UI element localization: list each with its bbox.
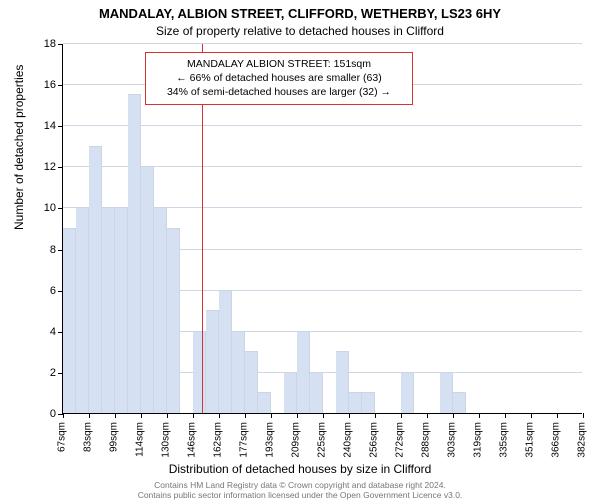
histogram-bar	[232, 331, 245, 413]
x-tick-label: 146sqm	[187, 422, 198, 458]
y-tick	[58, 208, 63, 209]
infobox-line: ← 66% of detached houses are smaller (63…	[154, 71, 404, 85]
infobox-line: 34% of semi-detached houses are larger (…	[154, 85, 404, 99]
y-tick-label: 10	[26, 202, 56, 214]
x-tick	[323, 413, 324, 418]
x-tick	[401, 413, 402, 418]
x-tick	[63, 413, 64, 418]
histogram-bar	[89, 146, 102, 413]
x-tick	[167, 413, 168, 418]
x-tick-label: 209sqm	[291, 422, 302, 458]
histogram-bar	[219, 290, 232, 413]
chart-title: MANDALAY, ALBION STREET, CLIFFORD, WETHE…	[0, 6, 600, 21]
footer-line-1: Contains HM Land Registry data © Crown c…	[0, 480, 600, 490]
histogram-bar	[115, 207, 128, 413]
chart-container: MANDALAY, ALBION STREET, CLIFFORD, WETHE…	[0, 0, 600, 500]
histogram-bar	[63, 228, 76, 413]
histogram-bar	[401, 372, 414, 413]
y-tick	[58, 126, 63, 127]
x-tick-label: 177sqm	[239, 422, 250, 458]
histogram-bar	[102, 207, 115, 413]
x-axis-label: Distribution of detached houses by size …	[0, 462, 600, 476]
x-tick-label: 366sqm	[551, 422, 562, 458]
x-tick-label: 225sqm	[317, 422, 328, 458]
x-tick-label: 130sqm	[161, 422, 172, 458]
y-tick-label: 4	[26, 326, 56, 338]
x-tick	[557, 413, 558, 418]
x-tick	[427, 413, 428, 418]
histogram-bar	[453, 392, 466, 413]
x-tick-label: 288sqm	[421, 422, 432, 458]
histogram-bar	[193, 331, 206, 413]
x-tick	[89, 413, 90, 418]
plot-area: MANDALAY ALBION STREET: 151sqm← 66% of d…	[62, 44, 582, 414]
property-infobox: MANDALAY ALBION STREET: 151sqm← 66% of d…	[145, 52, 413, 105]
histogram-bar	[258, 392, 271, 413]
y-tick-label: 14	[26, 120, 56, 132]
y-axis-label: Number of detached properties	[12, 65, 26, 230]
x-tick-label: 83sqm	[83, 422, 94, 452]
histogram-bar	[310, 372, 323, 413]
histogram-bar	[141, 166, 154, 413]
x-tick-label: 319sqm	[473, 422, 484, 458]
x-tick	[297, 413, 298, 418]
y-tick-label: 6	[26, 285, 56, 297]
x-tick	[531, 413, 532, 418]
y-tick-label: 2	[26, 367, 56, 379]
infobox-line: MANDALAY ALBION STREET: 151sqm	[154, 57, 404, 71]
histogram-bar	[76, 207, 89, 413]
histogram-bar	[154, 207, 167, 413]
x-tick-label: 99sqm	[109, 422, 120, 452]
histogram-bar	[284, 372, 297, 413]
y-tick	[58, 167, 63, 168]
histogram-bar	[349, 392, 362, 413]
histogram-bar	[362, 392, 375, 413]
x-tick	[505, 413, 506, 418]
x-tick	[141, 413, 142, 418]
y-tick-label: 18	[26, 38, 56, 50]
x-tick-label: 256sqm	[369, 422, 380, 458]
x-tick	[453, 413, 454, 418]
x-tick-label: 303sqm	[447, 422, 458, 458]
x-tick	[271, 413, 272, 418]
y-tick-label: 12	[26, 161, 56, 173]
x-tick-label: 351sqm	[525, 422, 536, 458]
chart-subtitle: Size of property relative to detached ho…	[0, 24, 600, 38]
footer-attribution: Contains HM Land Registry data © Crown c…	[0, 480, 600, 500]
x-tick-label: 162sqm	[213, 422, 224, 458]
x-tick-label: 240sqm	[343, 422, 354, 458]
gridline	[63, 43, 582, 44]
histogram-bar	[297, 331, 310, 413]
x-tick-label: 272sqm	[395, 422, 406, 458]
x-tick	[583, 413, 584, 418]
x-tick	[479, 413, 480, 418]
y-tick-label: 8	[26, 244, 56, 256]
x-tick-label: 67sqm	[57, 422, 68, 452]
histogram-bar	[128, 94, 141, 413]
histogram-bar	[167, 228, 180, 413]
y-tick	[58, 44, 63, 45]
x-tick-label: 335sqm	[499, 422, 510, 458]
y-tick-label: 16	[26, 79, 56, 91]
y-tick	[58, 85, 63, 86]
x-tick	[193, 413, 194, 418]
x-tick	[375, 413, 376, 418]
x-tick-label: 114sqm	[135, 422, 146, 457]
x-tick	[219, 413, 220, 418]
histogram-bar	[440, 372, 453, 413]
x-tick	[115, 413, 116, 418]
y-tick-label: 0	[26, 408, 56, 420]
x-tick-label: 193sqm	[265, 422, 276, 458]
x-tick-label: 382sqm	[577, 422, 588, 458]
x-tick	[349, 413, 350, 418]
histogram-bar	[206, 310, 219, 413]
histogram-bar	[336, 351, 349, 413]
x-tick	[245, 413, 246, 418]
footer-line-2: Contains public sector information licen…	[0, 490, 600, 500]
histogram-bar	[245, 351, 258, 413]
